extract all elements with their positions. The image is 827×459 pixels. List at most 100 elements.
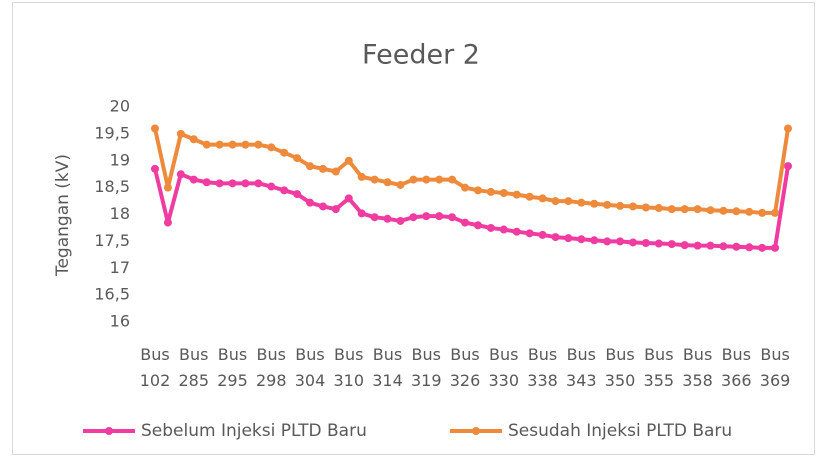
data-point: [499, 189, 508, 197]
y-tick-label: 19: [110, 150, 130, 169]
data-point: [745, 207, 754, 216]
x-tick-label: Bus 358: [682, 345, 713, 390]
data-point: [189, 135, 198, 144]
data-point: [525, 229, 534, 238]
x-tick-label: Bus 326: [449, 345, 481, 390]
data-point: [680, 205, 689, 214]
x-tick-label: Bus 338: [527, 345, 558, 390]
data-point: [719, 242, 728, 251]
data-point: [383, 214, 392, 223]
data-point: [784, 162, 792, 171]
data-point: [758, 243, 767, 252]
data-point: [732, 207, 741, 216]
data-point: [641, 203, 650, 212]
data-point: [448, 213, 457, 222]
data-point: [435, 175, 444, 184]
data-point: [693, 205, 702, 214]
data-point: [409, 175, 418, 184]
data-point: [383, 178, 392, 187]
data-point: [654, 239, 663, 248]
data-point: [267, 182, 276, 191]
data-point: [396, 216, 405, 225]
data-point: [228, 140, 237, 149]
data-point: [590, 199, 599, 208]
data-point: [189, 175, 198, 184]
data-point: [771, 208, 780, 217]
data-point: [215, 179, 224, 188]
y-tick-label: 20: [110, 97, 130, 116]
data-point: [254, 179, 263, 188]
data-point: [590, 236, 599, 245]
data-point: [318, 202, 327, 211]
data-point: [654, 204, 663, 213]
y-tick-label: 19,5: [94, 123, 130, 142]
data-point: [318, 164, 327, 173]
data-point: [280, 148, 289, 157]
x-tick-label: Bus 343: [566, 345, 597, 390]
y-tick-label: 18: [110, 204, 130, 223]
data-point: [538, 230, 547, 239]
data-point: [396, 180, 405, 189]
data-point: [280, 186, 289, 195]
data-point: [370, 175, 379, 184]
x-tick-label: Bus 330: [488, 345, 520, 390]
data-point: [667, 240, 676, 249]
data-point: [357, 209, 366, 218]
data-point: [551, 233, 560, 242]
data-point: [693, 241, 702, 250]
data-point: [267, 143, 276, 152]
x-tick-label: Bus 304: [294, 345, 326, 390]
legend-marker: [105, 427, 113, 435]
data-point: [176, 170, 185, 179]
data-point: [422, 212, 431, 221]
data-point: [241, 179, 250, 188]
chart-title: Feeder 2: [362, 40, 480, 71]
data-point: [202, 140, 211, 149]
data-point: [163, 218, 172, 227]
x-tick-label: Bus 295: [217, 345, 248, 390]
x-tick-label: Bus 314: [372, 345, 403, 390]
data-point: [306, 162, 315, 171]
data-point: [628, 238, 637, 247]
data-point: [370, 213, 379, 222]
y-tick-label: 16: [110, 312, 130, 331]
data-point: [616, 201, 625, 210]
data-point: [331, 205, 340, 214]
legend-marker: [472, 427, 480, 435]
data-point: [176, 129, 185, 138]
data-point: [499, 225, 508, 234]
data-point: [564, 197, 573, 206]
x-tick-label: Bus 369: [759, 345, 791, 390]
data-point: [344, 156, 353, 165]
data-point: [254, 140, 263, 149]
data-point: [577, 235, 586, 244]
data-point: [512, 227, 521, 236]
data-point: [306, 198, 315, 207]
data-point: [344, 194, 353, 203]
x-tick-label: Bus 366: [721, 345, 752, 390]
data-point: [784, 124, 792, 133]
chart-border: [12, 2, 815, 455]
data-point: [771, 243, 780, 252]
data-point: [525, 192, 534, 201]
data-point: [628, 202, 637, 211]
y-axis-title: Tegangan (kV): [53, 154, 73, 277]
data-point: [473, 221, 482, 230]
data-point: [293, 190, 302, 199]
data-point: [719, 206, 728, 215]
data-point: [732, 242, 741, 251]
x-tick-label: Bus 102: [139, 345, 171, 390]
data-point: [616, 237, 625, 246]
data-point: [435, 212, 444, 221]
data-point: [163, 183, 172, 192]
data-point: [706, 241, 715, 250]
data-point: [357, 172, 366, 181]
x-tick-label: Bus 319: [411, 345, 442, 390]
legend-label: Sesudah Injeksi PLTD Baru: [508, 421, 732, 441]
data-point: [228, 179, 237, 188]
y-tick-label: 17,5: [94, 231, 130, 250]
y-tick-label: 18,5: [94, 177, 130, 196]
x-tick-label: Bus 285: [178, 345, 210, 390]
y-tick-label: 17: [110, 258, 130, 277]
